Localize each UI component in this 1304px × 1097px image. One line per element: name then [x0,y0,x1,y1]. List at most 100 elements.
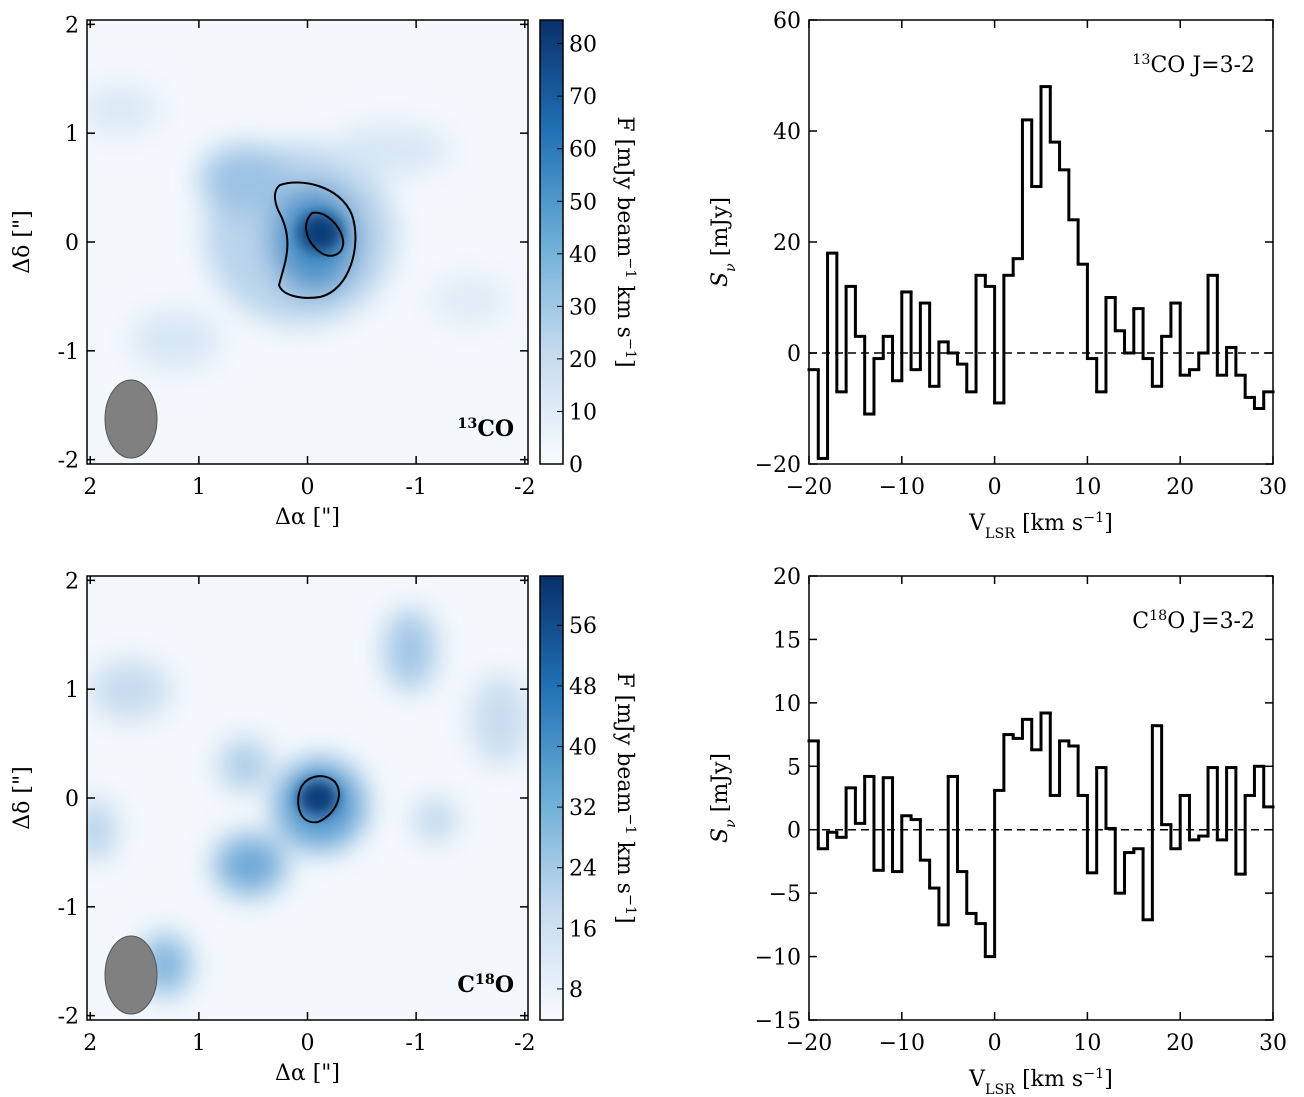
y-tick-label: -2 [58,449,79,474]
colorbar-tick-label: 20 [569,348,597,373]
panel-title-part: O J=3-2 [1167,609,1255,634]
y-tick-label: −20 [755,453,801,478]
y-axis-label: Sν [mJy] [708,197,739,287]
colorbar-label-part: F [mJy beam [612,116,637,257]
x-tick-label: -1 [405,475,426,500]
x-axis-label-part: −1 [1083,1066,1104,1082]
y-tick-label: 5 [787,755,801,780]
colorbar-tick-label: 40 [569,735,597,760]
x-tick-label: 2 [83,1031,97,1056]
y-tick-label: 0 [65,787,79,812]
x-axis-label: Δα ["] [275,1061,340,1086]
colorbar-tick-label: 16 [569,917,597,942]
x-tick-label: 0 [301,475,315,500]
x-axis-label-part: −1 [1083,510,1104,526]
y-tick-label: 20 [773,565,801,590]
y-axis-label: Δδ ["] [10,210,35,273]
colorbar-label-part: −1 [622,338,638,359]
panel-label: C18O [457,972,514,998]
colorbar-label-part: km s [612,834,637,893]
y-tick-label: 1 [65,122,79,147]
y-axis-label-part: Δδ ["] [10,210,35,273]
colorbar-tick-label: 24 [569,857,597,882]
colorbar-tick-label: 50 [569,190,597,215]
x-tick-label: 0 [301,1031,315,1056]
colorbar-label-part: F [mJy beam [612,672,637,813]
colorbar-label-part: −1 [622,894,638,915]
colorbar-tick-label: 10 [569,400,597,425]
y-axis-label-part: S [708,272,733,287]
y-axis-label-part: Δδ ["] [10,766,35,829]
y-tick-label: −10 [755,946,801,971]
colorbar-tick-label: 56 [569,614,597,639]
colorbar-label: F [mJy beam−1 km s−1] [612,116,638,367]
y-axis-label-part: [mJy] [708,197,733,263]
y-tick-label: 0 [787,342,801,367]
colorbar-tick-label: 8 [569,978,583,1003]
panel-title: C18O J=3-2 [1132,608,1255,634]
panel-title-part: C [1132,609,1149,634]
y-tick-label: -1 [58,896,79,921]
y-tick-label: -2 [58,1005,79,1030]
x-tick-label: 30 [1259,1031,1287,1056]
x-tick-label: 30 [1259,475,1287,500]
x-axis-label-part: Δα ["] [275,505,340,530]
y-tick-label: −15 [755,1009,801,1034]
x-tick-label: 20 [1166,475,1194,500]
x-axis-label-part: [km s [1015,1067,1083,1092]
map-image [87,576,528,1020]
y-tick-label: 15 [773,628,801,653]
x-tick-label: -2 [514,475,535,500]
colorbar-label: F [mJy beam−1 km s−1] [612,672,638,923]
y-tick-label: 2 [65,569,79,594]
colorbar-tick-label: 60 [569,138,597,163]
x-axis-label: Δα ["] [275,505,340,530]
colorbar [539,19,564,465]
x-axis-label-part: V [968,511,986,536]
colorbar-tick-label: 30 [569,295,597,320]
x-tick-label: −20 [786,1031,832,1056]
panel-label-part: O [495,972,514,998]
panel-title-part: 18 [1149,608,1167,624]
x-axis-label-part: ] [1104,1067,1113,1092]
x-tick-label: 20 [1166,1031,1194,1056]
x-axis-label: VLSR [km s−1] [968,510,1113,542]
colorbar-tick-label: 0 [569,453,583,478]
x-tick-label: 1 [192,475,206,500]
y-tick-label: 1 [65,678,79,703]
colorbar-tick-label: 40 [569,243,597,268]
panel-label-part: C [457,972,475,998]
x-tick-label: −20 [786,475,832,500]
colorbar-label-part: −1 [622,257,638,278]
colorbar-tick-label: 80 [569,33,597,58]
x-tick-label: -1 [405,1031,426,1056]
axes-frame [808,575,1274,1021]
panel-title: 13CO J=3-2 [1132,52,1255,78]
x-tick-label: 10 [1073,1031,1101,1056]
panel-label: 13CO [457,416,514,442]
colorbar-label-part: ] [612,915,637,924]
y-tick-label: 10 [773,692,801,717]
x-axis-label-part: V [968,1067,986,1092]
map-image [87,20,528,464]
y-tick-label: -1 [58,340,79,365]
y-axis-label-part: [mJy] [708,753,733,819]
panel-label-part: CO [477,416,514,442]
y-axis-label: Sν [mJy] [708,753,739,843]
x-axis-label: VLSR [km s−1] [968,1066,1113,1097]
x-tick-label: 0 [988,1031,1002,1056]
x-axis-label-part: [km s [1015,511,1083,536]
x-axis-label-part: Δα ["] [275,1061,340,1086]
y-tick-label: 40 [773,120,801,145]
y-tick-label: 20 [773,231,801,256]
panel-title-part: CO J=3-2 [1150,53,1255,78]
panel-label-part: 18 [475,972,495,988]
y-axis-label-part: ν [723,263,739,272]
y-tick-label: 0 [65,231,79,256]
x-tick-label: 0 [988,475,1002,500]
x-tick-label: −10 [879,475,925,500]
x-tick-label: -2 [514,1031,535,1056]
x-tick-label: −10 [879,1031,925,1056]
y-tick-label: 60 [773,9,801,34]
panel-title-part: 13 [1132,52,1150,68]
